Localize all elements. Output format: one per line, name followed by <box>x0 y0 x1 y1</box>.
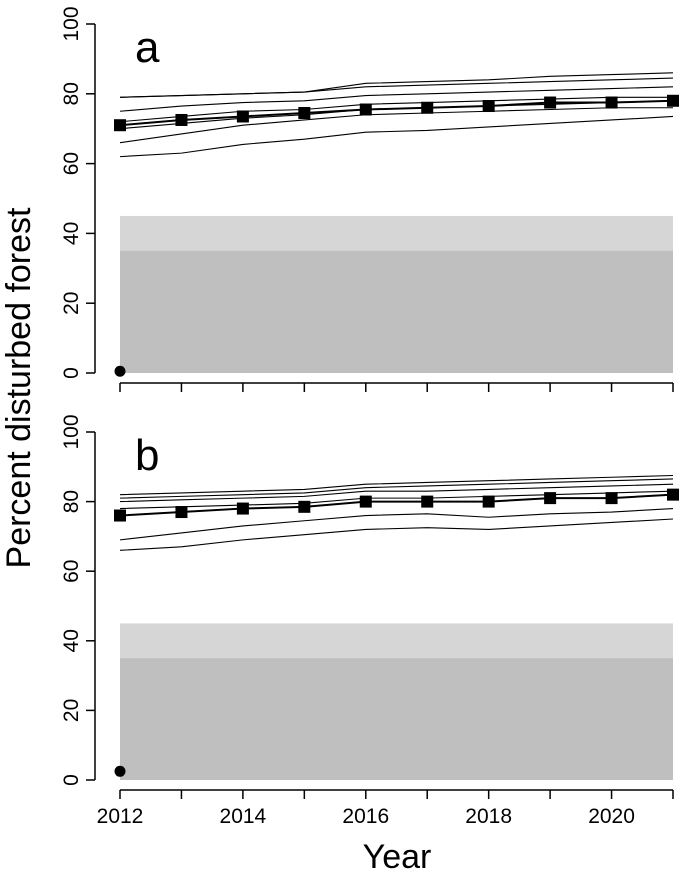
y-tick-label: 100 <box>60 6 83 41</box>
panel-b: 0 20 40 60 80 100 2012 2014 2016 2018 2020 b <box>60 414 679 828</box>
y-tick-label: 0 <box>60 367 83 379</box>
y-tick-label: 60 <box>60 152 83 175</box>
y-tick-label: 20 <box>60 699 83 722</box>
mean-square-marker <box>544 492 557 505</box>
panel-label: a <box>135 23 160 72</box>
panel-a: 0 20 40 60 80 100 a <box>60 6 679 392</box>
mean-square-marker <box>667 94 679 107</box>
x-tick-label: 2020 <box>588 805 635 828</box>
mean-square-marker <box>236 110 249 123</box>
series-line-6 <box>119 107 673 144</box>
circle-point <box>114 765 126 777</box>
mean-series-line <box>119 99 674 127</box>
y-tick-label: 100 <box>60 414 83 449</box>
mean-square-marker <box>482 100 495 113</box>
y-axis-title: Percent disturbed forest <box>0 207 38 569</box>
y-tick-label: 80 <box>60 82 83 105</box>
mean-square-marker <box>298 500 311 513</box>
series-line-4 <box>119 96 673 123</box>
x-tick-label: 2014 <box>220 805 267 828</box>
x-axis-title: Year <box>363 838 432 872</box>
y-tick-label: 60 <box>60 560 83 583</box>
y-tick-label: 20 <box>60 292 83 315</box>
y-tick-label: 80 <box>60 490 83 513</box>
series-line-7 <box>119 115 674 158</box>
mean-square-marker <box>114 119 126 132</box>
series-line-2 <box>119 77 674 98</box>
mean-square-marker <box>175 506 188 519</box>
mean-square-marker <box>359 495 372 508</box>
y-tick-label: 40 <box>60 222 83 245</box>
series-line-5 <box>119 508 674 541</box>
mean-square-marker <box>605 492 618 505</box>
mean-square-marker <box>175 113 188 126</box>
series-line-4 <box>119 490 674 510</box>
y-tick-label: 0 <box>60 774 83 786</box>
panel-label: b <box>135 431 159 480</box>
series-line-3 <box>119 86 674 112</box>
mean-square-marker <box>667 488 679 501</box>
mean-square-marker <box>236 502 249 515</box>
mean-square-marker <box>359 103 372 116</box>
circle-point <box>114 365 126 377</box>
mean-square-marker <box>421 101 434 114</box>
y-tick-label: 40 <box>60 629 83 652</box>
x-tick-label: 2018 <box>465 805 512 828</box>
mean-square-marker <box>421 495 434 508</box>
series-line-1 <box>119 72 674 98</box>
shaded-band-2 <box>120 250 673 373</box>
series-line-6 <box>119 518 674 551</box>
mean-square-marker <box>544 96 557 109</box>
mean-square-marker <box>298 106 311 119</box>
mean-square-marker <box>605 96 618 109</box>
x-tick-label: 2012 <box>97 805 144 828</box>
mean-series-line <box>119 493 674 517</box>
series-line-2 <box>119 478 674 499</box>
mean-square-marker <box>114 509 126 522</box>
series-line-1 <box>119 474 674 496</box>
series-line-3 <box>119 483 674 503</box>
x-tick-label: 2016 <box>342 805 389 828</box>
mean-square-marker <box>482 495 495 508</box>
shaded-band-2 <box>120 658 673 780</box>
